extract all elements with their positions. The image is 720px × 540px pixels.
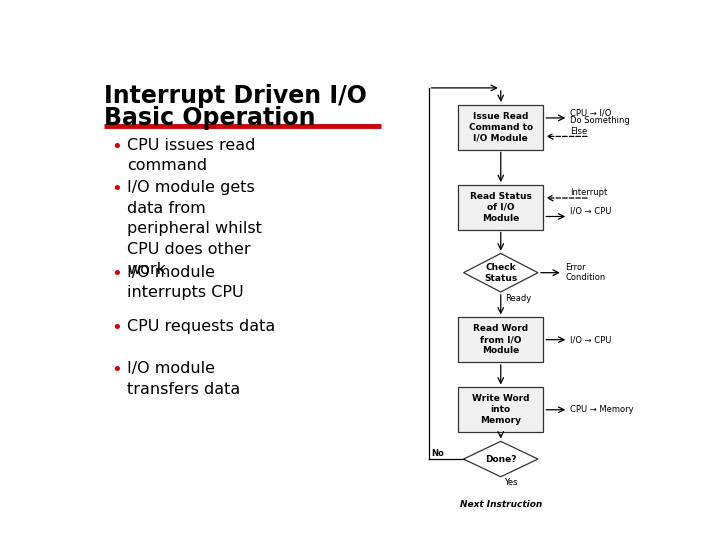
Text: Check
Status: Check Status <box>484 262 518 283</box>
Text: I/O module
transfers data: I/O module transfers data <box>127 361 240 397</box>
Text: •: • <box>112 180 122 198</box>
FancyBboxPatch shape <box>458 318 544 362</box>
Text: •: • <box>112 265 122 283</box>
Text: Yes: Yes <box>504 478 518 487</box>
Text: I/O → CPU: I/O → CPU <box>570 335 612 344</box>
Text: Error
Condition: Error Condition <box>565 263 606 282</box>
Text: Issue Read
Command to
I/O Module: Issue Read Command to I/O Module <box>469 112 533 143</box>
Text: CPU requests data: CPU requests data <box>127 319 276 334</box>
Text: Read Word
from I/O
Module: Read Word from I/O Module <box>473 324 528 355</box>
Text: Read Status
of I/O
Module: Read Status of I/O Module <box>470 192 531 223</box>
Text: Done?: Done? <box>485 455 516 463</box>
FancyBboxPatch shape <box>458 185 544 230</box>
Text: Next Instruction: Next Instruction <box>459 500 542 509</box>
FancyBboxPatch shape <box>458 387 544 432</box>
Text: CPU → I/O: CPU → I/O <box>570 108 612 117</box>
FancyBboxPatch shape <box>458 105 544 150</box>
Text: No: No <box>431 449 444 457</box>
Text: Do Something
Else: Do Something Else <box>570 116 630 136</box>
Text: Ready: Ready <box>505 294 531 303</box>
Text: Interrupt Driven I/O: Interrupt Driven I/O <box>104 84 366 108</box>
Text: Interrupt: Interrupt <box>570 188 608 197</box>
Polygon shape <box>464 253 538 292</box>
Text: Write Word
into
Memory: Write Word into Memory <box>472 394 529 426</box>
Text: I/O module
interrupts CPU: I/O module interrupts CPU <box>127 265 244 300</box>
Text: CPU → Memory: CPU → Memory <box>570 405 634 414</box>
Text: •: • <box>112 361 122 379</box>
Text: •: • <box>112 138 122 156</box>
Text: •: • <box>112 319 122 337</box>
Polygon shape <box>464 441 538 477</box>
Text: Basic Operation: Basic Operation <box>104 106 315 130</box>
Text: CPU issues read
command: CPU issues read command <box>127 138 256 173</box>
Text: I/O → CPU: I/O → CPU <box>570 207 612 215</box>
Text: I/O module gets
data from
peripheral whilst
CPU does other
work: I/O module gets data from peripheral whi… <box>127 180 262 277</box>
